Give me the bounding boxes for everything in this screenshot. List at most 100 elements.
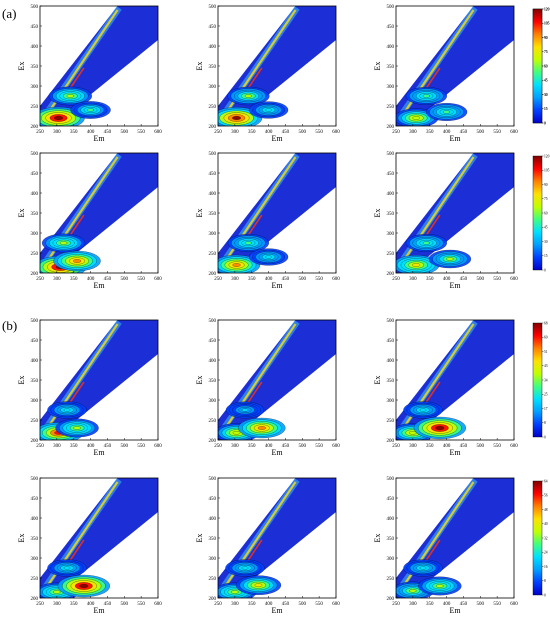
colorbar-tick-label: 90 — [544, 36, 548, 40]
x-tick-label: 500 — [477, 602, 485, 607]
x-tick-label: 550 — [493, 277, 501, 282]
x-tick-label: 550 — [493, 130, 501, 135]
y-tick-label: 450 — [209, 25, 217, 30]
y-tick-label: 400 — [31, 45, 39, 50]
y-tick-label: 250 — [209, 252, 217, 257]
eem-panel: 250 300 350 400 450 500 550 6002002503003504004… — [373, 319, 548, 457]
x-tick-label: 350 — [248, 444, 256, 449]
x-tick-label: 600 — [332, 130, 340, 135]
x-tick-label: 500 — [121, 130, 129, 135]
x-tick-label: 250 — [392, 130, 400, 135]
x-tick-label: 550 — [493, 602, 501, 607]
y-tick-label: 200 — [31, 597, 39, 602]
colorbar-tick-label: 30 — [544, 93, 548, 97]
plot-area — [218, 478, 336, 598]
colorbar-tick-label: 15 — [544, 107, 548, 111]
x-tick-label: 300 — [409, 602, 417, 607]
y-tick-label: 200 — [31, 439, 39, 444]
x-tick-label: 300 — [231, 130, 239, 135]
colorbar-tick-label: 120 — [544, 154, 550, 158]
x-tick-label: 400 — [443, 130, 451, 135]
colorbar-tick-label: 15 — [544, 254, 548, 258]
colorbar-tick-label: 30 — [544, 93, 548, 97]
colorbar-tick-label: 105 — [544, 22, 550, 26]
x-tick-label: 350 — [248, 602, 256, 607]
x-tick-label: 300 — [53, 277, 61, 282]
x-tick-label: 500 — [477, 130, 485, 135]
y-tick-label: 300 — [209, 399, 217, 404]
colorbar-tick-label: 90 — [544, 183, 548, 187]
y-tick-label: 400 — [209, 192, 217, 197]
contour-level — [265, 108, 272, 112]
contour-level — [72, 259, 82, 263]
y-tick-label: 400 — [209, 517, 217, 522]
x-tick-label: 600 — [510, 277, 518, 282]
y-tick-label: 400 — [209, 45, 217, 50]
x-axis-label: Em — [271, 134, 283, 143]
x-tick-label: 400 — [265, 277, 273, 282]
colorbar-scale — [532, 155, 543, 271]
contour-level — [442, 110, 451, 114]
y-tick-label: 350 — [31, 379, 39, 384]
x-tick-label: 450 — [104, 130, 112, 135]
y-tick-label: 300 — [209, 557, 217, 562]
y-tick-label: 200 — [209, 597, 217, 602]
x-axis-label: Em — [271, 448, 283, 457]
colorbar-tick-label: 45 — [544, 79, 548, 83]
plot-area — [40, 6, 158, 126]
x-tick-label: 250 — [36, 602, 44, 607]
y-tick-label: 200 — [31, 125, 39, 130]
x-tick-label: 550 — [315, 602, 323, 607]
x-axis-label: Em — [93, 134, 105, 143]
x-tick-label: 350 — [248, 277, 256, 282]
colorbar-tick-label: 60 — [544, 336, 548, 340]
x-tick-label: 600 — [154, 277, 162, 282]
x-axis-label: Em — [93, 448, 105, 457]
contour-level — [412, 263, 421, 267]
y-tick-label: 300 — [387, 232, 395, 237]
y-tick-label: 300 — [31, 232, 39, 237]
contour-level — [53, 590, 61, 594]
colorbar-tick-label: 60 — [544, 64, 548, 68]
colorbar-tick-label: 0 — [544, 121, 546, 125]
x-tick-label: 600 — [332, 602, 340, 607]
x-tick-label: 250 — [214, 277, 222, 282]
x-tick-label: 500 — [121, 277, 129, 282]
x-axis-label: Em — [271, 281, 283, 290]
colorbar-tick-label: 34 — [544, 378, 548, 382]
plot-area — [396, 6, 514, 126]
colorbar: 0 15 30 45 60 75 90 105 120 — [532, 7, 550, 125]
y-tick-label: 500 — [31, 5, 39, 10]
contour-level — [244, 241, 252, 245]
y-tick-label: 350 — [209, 212, 217, 217]
y-tick-label: 350 — [387, 537, 395, 542]
x-tick-label: 450 — [282, 602, 290, 607]
colorbar-tick-label: 51 — [544, 350, 548, 354]
x-tick-label: 450 — [460, 277, 468, 282]
y-tick-label: 350 — [209, 537, 217, 542]
y-axis-label: Ex — [17, 534, 26, 543]
y-tick-label: 350 — [209, 65, 217, 70]
contour-level — [422, 241, 430, 245]
colorbar-tick-label: 32 — [544, 536, 548, 540]
panel-title: pH = 6 — [400, 10, 421, 19]
x-tick-label: 250 — [392, 444, 400, 449]
contour-level — [63, 566, 71, 570]
x-tick-label: 600 — [154, 130, 162, 135]
y-tick-label: 350 — [31, 212, 39, 217]
x-tick-label: 500 — [299, 444, 307, 449]
colorbar-tick-label: 75 — [544, 50, 548, 54]
eem-panel: 250 300 350 400 450 500 550 6002002503003504004… — [17, 319, 162, 457]
plot-area — [40, 320, 158, 440]
x-tick-label: 400 — [443, 602, 451, 607]
y-tick-label: 350 — [387, 65, 395, 70]
x-tick-label: 500 — [299, 602, 307, 607]
x-tick-label: 400 — [443, 277, 451, 282]
colorbar-scale — [532, 8, 543, 124]
x-tick-label: 400 — [265, 602, 273, 607]
x-tick-label: 500 — [121, 602, 129, 607]
colorbar-tick-label: 16 — [544, 565, 548, 569]
x-tick-label: 300 — [53, 444, 61, 449]
colorbar-tick-label: 68 — [544, 321, 548, 325]
x-axis-label: Em — [449, 448, 461, 457]
